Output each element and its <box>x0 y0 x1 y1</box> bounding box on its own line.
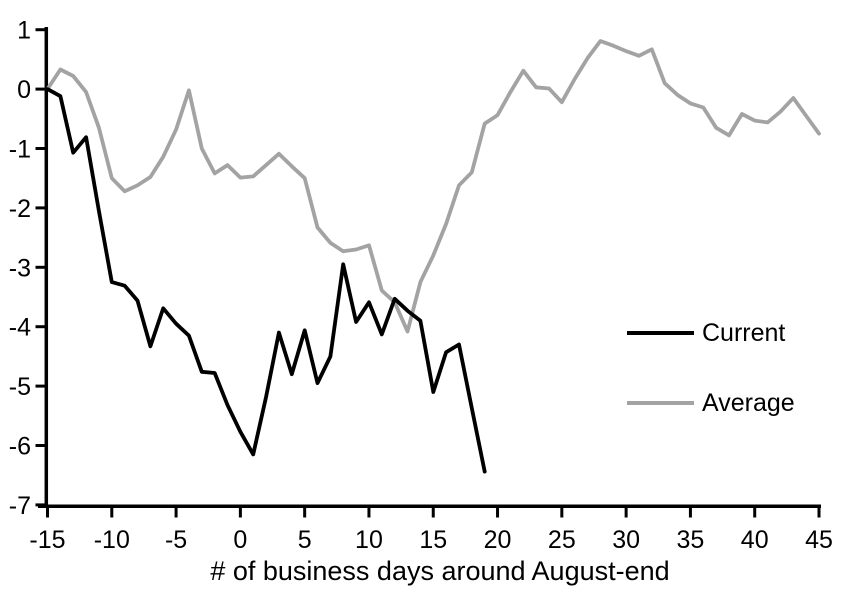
y-tick-label: 1 <box>17 17 31 45</box>
y-tick-label: -3 <box>9 254 31 282</box>
x-tick-label: 35 <box>677 526 705 554</box>
current-line-swatch <box>627 331 694 335</box>
x-tick-label: -10 <box>94 526 130 554</box>
x-tick-label: 5 <box>298 526 312 554</box>
x-tick-label: 0 <box>233 526 247 554</box>
series-line-current <box>45 87 487 474</box>
y-tick-label: -2 <box>9 195 31 223</box>
y-tick-label: 0 <box>17 76 31 104</box>
x-tick-label: 40 <box>741 526 769 554</box>
x-tick-label: 45 <box>805 526 833 554</box>
average-line-swatch <box>627 401 694 405</box>
legend-item-average: Average <box>627 386 795 420</box>
legend-item-current: Current <box>627 316 785 350</box>
y-tick-label: -4 <box>9 314 31 342</box>
x-tick-label: 15 <box>419 526 447 554</box>
x-tick-label: 20 <box>484 526 512 554</box>
series-line-average <box>45 39 821 334</box>
y-tick-label: -6 <box>9 433 31 461</box>
x-tick-label: 10 <box>355 526 383 554</box>
x-axis-title: # of business days around August-end <box>210 556 670 586</box>
y-tick-label: -1 <box>9 136 31 164</box>
x-tick-label: 25 <box>548 526 576 554</box>
x-tick-label: -15 <box>29 526 65 554</box>
y-tick-label: -5 <box>9 373 31 401</box>
x-tick-label: 30 <box>612 526 640 554</box>
x-tick-label: -5 <box>165 526 187 554</box>
legend-label-current: Current <box>702 318 786 347</box>
legend-label-average: Average <box>702 388 795 417</box>
y-tick-label: -7 <box>9 492 31 520</box>
